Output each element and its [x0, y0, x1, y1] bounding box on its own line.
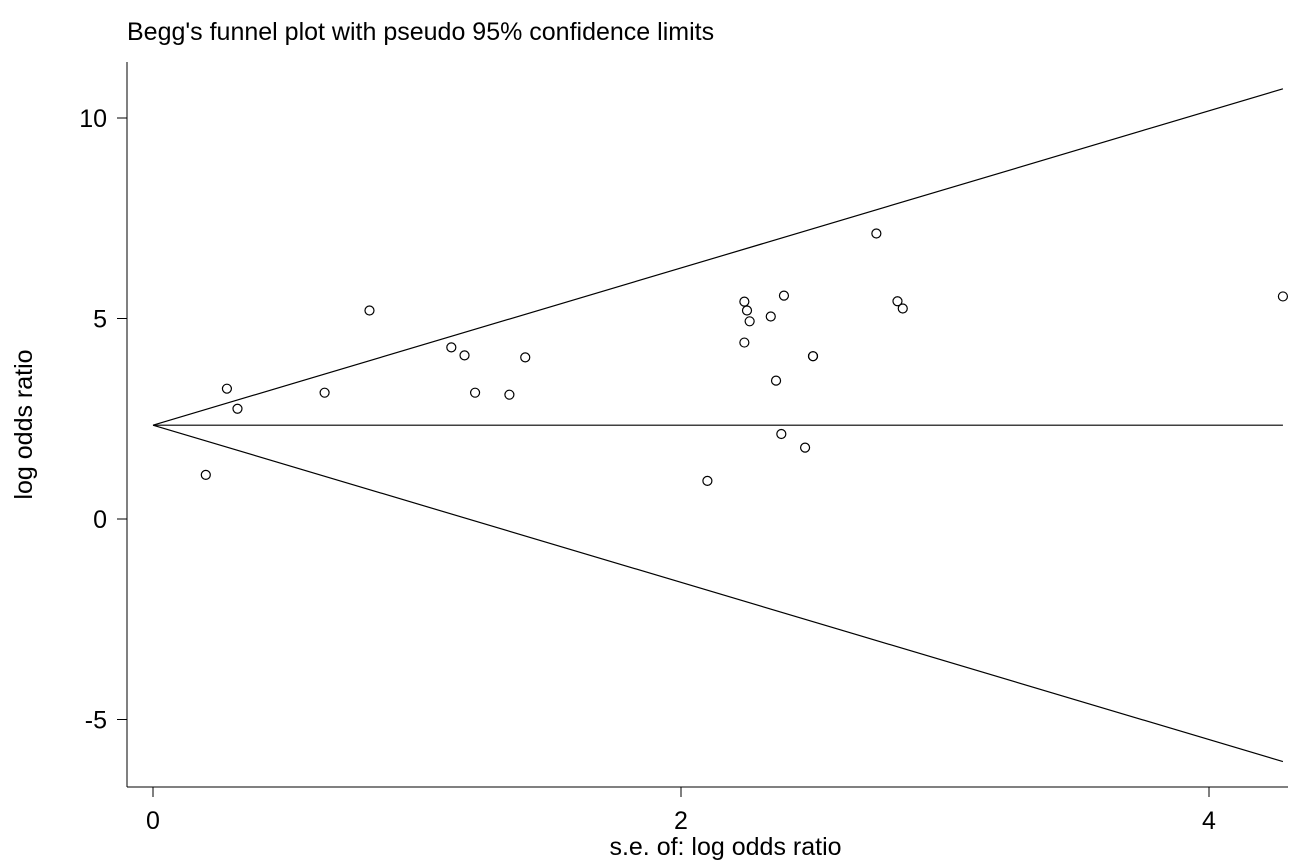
x-tick-label: 2	[674, 807, 688, 835]
y-axis-ticks: 10 5 0 -5	[79, 105, 127, 735]
study-point	[765, 311, 776, 322]
study-point	[871, 228, 882, 239]
study-point	[232, 403, 243, 414]
study-points	[200, 228, 1289, 487]
x-tick-label: 0	[146, 807, 160, 835]
y-tick-label: -5	[85, 707, 107, 735]
y-tick-label: 0	[93, 506, 107, 534]
x-axis-ticks: 0 2 4	[146, 787, 1216, 835]
y-tick-label: 10	[79, 105, 107, 133]
lower-confidence-limit-line	[152, 424, 1284, 763]
x-axis-label: s.e. of: log odds ratio	[609, 833, 841, 861]
study-point	[892, 296, 903, 307]
study-point	[778, 290, 790, 301]
study-point	[200, 469, 211, 480]
study-point	[776, 428, 787, 440]
y-axis-label: log odds ratio	[10, 349, 38, 499]
study-point	[739, 296, 750, 307]
study-point	[469, 387, 481, 398]
funnel-lines	[152, 88, 1284, 763]
y-tick-label: 5	[93, 306, 107, 334]
study-point	[1277, 291, 1289, 302]
study-point	[741, 305, 753, 316]
study-point	[770, 375, 782, 386]
study-point	[446, 342, 457, 353]
study-point	[799, 442, 811, 453]
chart-title: Begg's funnel plot with pseudo 95% confi…	[127, 18, 714, 46]
study-point	[897, 303, 908, 314]
upper-confidence-limit-line	[152, 88, 1284, 426]
study-point	[520, 352, 531, 363]
study-point	[319, 387, 330, 398]
study-point	[221, 383, 233, 394]
study-point	[504, 389, 515, 400]
x-tick-label: 4	[1202, 807, 1216, 835]
study-point	[744, 316, 755, 327]
study-point	[702, 475, 713, 487]
study-point	[364, 305, 375, 316]
study-point	[739, 337, 750, 348]
study-point	[807, 351, 819, 362]
study-point	[459, 350, 470, 361]
